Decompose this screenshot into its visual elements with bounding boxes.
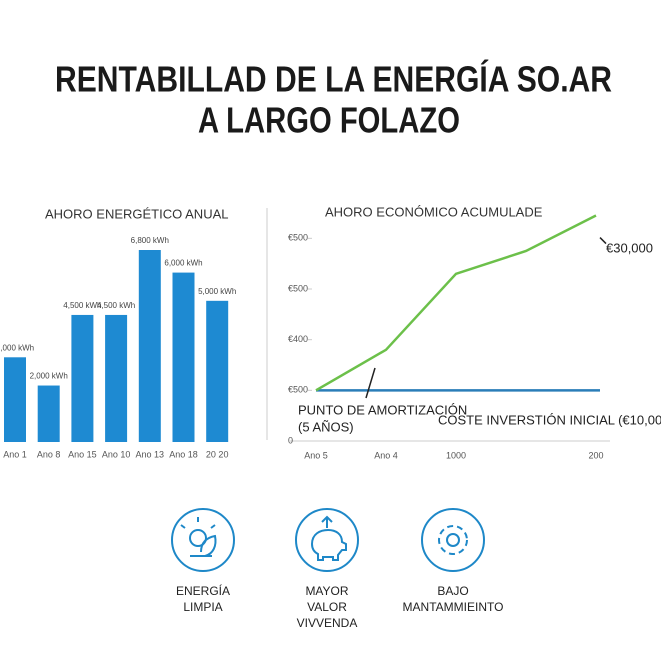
x-tick-label: Ano 10 <box>102 449 131 459</box>
feature-label: VALOR <box>307 600 347 614</box>
x-tick-label: 1000 <box>446 450 466 460</box>
y-tick-label: €500 <box>288 283 308 293</box>
y-tick-label: €500 <box>288 233 308 243</box>
icon-low-maintenance <box>421 508 485 572</box>
bar <box>71 314 94 442</box>
value-label: 4,500 kWh <box>97 301 135 310</box>
reference-label: COSTE INVERSTIÓN INICIAL (€10,000) <box>438 412 661 427</box>
x-tick-label: Ano 15 <box>68 449 97 459</box>
x-tick-label: Ano 8 <box>37 449 61 459</box>
bar <box>4 357 26 442</box>
title-line: RENTABILLAD DE LA ENERGÍA SO.AR <box>55 59 612 100</box>
x-tick-label: Ano 5 <box>304 450 328 460</box>
feature-label: BAJO <box>437 584 468 598</box>
pointer <box>365 367 376 399</box>
chart-title: AHORO ENERGÉTICO ANUAL <box>45 206 228 221</box>
x-tick-label: Ano 4 <box>374 450 398 460</box>
y-tick-label: €500 <box>288 385 308 395</box>
icon-clean-energy <box>171 508 235 572</box>
value-label: 5,000 kWh <box>198 287 236 296</box>
chart-title: AHORO ECONÓMICO ACUMULADE <box>325 204 543 219</box>
bar <box>206 300 229 442</box>
x-tick-label: Ano 18 <box>169 449 198 459</box>
end-label: €30,000 <box>606 240 653 255</box>
payback-label: PUNTO DE AMORTIZACIÓN <box>298 402 467 417</box>
payback-label: (5 AÑOS) <box>298 419 354 434</box>
pointer <box>599 237 607 245</box>
feature-label: ENERGÍA <box>176 583 230 598</box>
value-label: 6,800 kWh <box>131 236 169 245</box>
title-line: A LARGO FOLAZO <box>198 100 460 141</box>
value-label: 3,000 kWh <box>0 343 34 352</box>
x-tick-label: Ano 13 <box>136 449 165 459</box>
x-tick-label: Ano 1 <box>3 449 27 459</box>
y-tick-label: €400 <box>288 334 308 344</box>
feature-label: MAYOR <box>305 584 348 598</box>
value-label: 2,000 kWh <box>30 372 68 381</box>
feature-label: LIMPIA <box>183 600 222 614</box>
icon-home-value <box>295 508 359 572</box>
bar <box>172 272 195 442</box>
bar <box>138 250 161 442</box>
feature-label: VIVVENDA <box>297 616 358 630</box>
y-tick-label: 0 <box>288 435 293 445</box>
bar <box>105 314 128 442</box>
feature-label: MANTAMMIEINTO <box>403 600 504 614</box>
value-label: 4,500 kWh <box>63 301 101 310</box>
x-tick-label: 20 20 <box>206 449 229 459</box>
line <box>315 214 597 392</box>
bar <box>37 385 60 442</box>
value-label: 6,000 kWh <box>164 259 202 268</box>
x-tick-label: 200 <box>588 450 603 460</box>
